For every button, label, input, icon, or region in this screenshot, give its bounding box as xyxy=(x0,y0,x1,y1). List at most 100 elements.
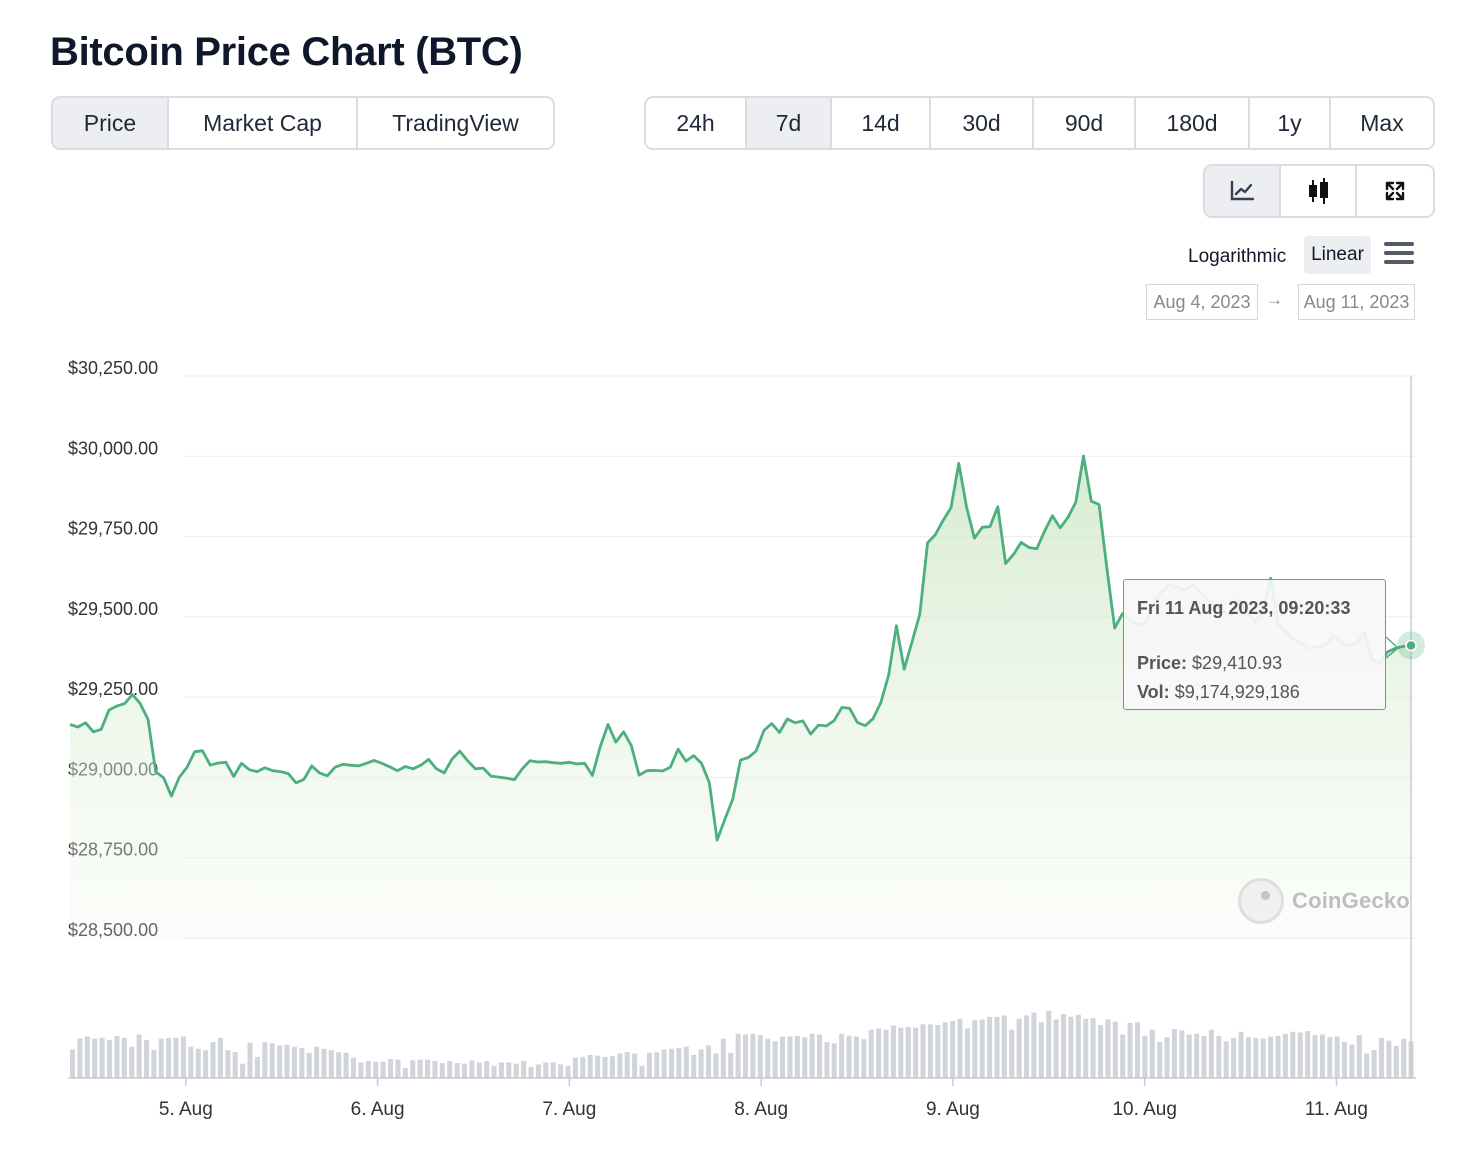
volume-bar xyxy=(410,1060,416,1078)
volume-bar xyxy=(950,1020,956,1078)
volume-bar xyxy=(1083,1018,1089,1078)
volume-bar xyxy=(987,1016,993,1078)
date-to-input[interactable]: Aug 11, 2023 xyxy=(1298,284,1415,320)
volume-bar xyxy=(846,1035,852,1078)
volume-bar xyxy=(513,1063,519,1078)
tooltip-pointer xyxy=(1385,636,1400,659)
fullscreen-button[interactable] xyxy=(1357,166,1433,216)
y-tick-label: $29,250.00 xyxy=(68,679,158,699)
volume-bar xyxy=(99,1037,105,1078)
volume-bar xyxy=(617,1053,623,1078)
candlestick-icon xyxy=(1309,178,1329,204)
volume-bar xyxy=(1142,1035,1148,1078)
range-14d[interactable]: 14d xyxy=(832,98,931,148)
volume-bar xyxy=(343,1052,349,1078)
volume-bar xyxy=(802,1037,808,1078)
hover-point xyxy=(1405,639,1417,652)
volume-bar xyxy=(114,1035,120,1078)
tab-market-cap[interactable]: Market Cap xyxy=(169,98,358,148)
volume-bar xyxy=(77,1038,83,1078)
linear-toggle[interactable]: Linear xyxy=(1304,236,1371,274)
range-30d[interactable]: 30d xyxy=(931,98,1034,148)
volume-bar xyxy=(395,1059,401,1078)
volume-bar xyxy=(1238,1031,1244,1078)
volume-bar xyxy=(1364,1053,1370,1078)
tab-price[interactable]: Price xyxy=(53,98,169,148)
volume-bar xyxy=(720,1038,726,1078)
volume-bar xyxy=(1016,1018,1022,1078)
volume-bar xyxy=(373,1061,379,1078)
tooltip-vol-row: Vol: $9,174,929,186 xyxy=(1137,682,1385,703)
page-title: Bitcoin Price Chart (BTC) xyxy=(50,30,523,74)
volume-bar xyxy=(1157,1042,1163,1078)
volume-bar xyxy=(979,1019,985,1078)
volume-bar xyxy=(417,1059,423,1078)
range-1y[interactable]: 1y xyxy=(1250,98,1331,148)
tooltip-price-row: Price: $29,410.93 xyxy=(1137,653,1385,674)
price-tooltip: Fri 11 Aug 2023, 09:20:33 Price: $29,410… xyxy=(1123,579,1386,710)
tab-tradingview[interactable]: TradingView xyxy=(392,109,519,136)
volume-bar xyxy=(624,1052,630,1078)
volume-bar xyxy=(528,1067,534,1078)
volume-bar xyxy=(498,1062,504,1078)
volume-bar xyxy=(439,1063,445,1078)
volume-bar xyxy=(565,1065,571,1078)
volume-bar xyxy=(964,1028,970,1078)
volume-bar xyxy=(876,1028,882,1078)
y-tick-label: $29,750.00 xyxy=(68,519,158,539)
volume-bar xyxy=(639,1065,645,1078)
volume-bar xyxy=(1245,1037,1251,1078)
volume-bar xyxy=(661,1049,667,1078)
range-180d[interactable]: 180d xyxy=(1136,98,1250,148)
coingecko-watermark: CoinGecko xyxy=(1238,878,1410,924)
volume-bar xyxy=(735,1033,741,1078)
volume-bar xyxy=(587,1054,593,1078)
volume-bar xyxy=(743,1034,749,1078)
range-90d[interactable]: 90d xyxy=(1034,98,1136,148)
volume-bar xyxy=(1201,1035,1207,1078)
volume-bar xyxy=(358,1062,364,1078)
volume-bar xyxy=(269,1043,275,1078)
x-axis: 5. Aug 6. Aug 7. Aug 8. Aug 9. Aug 10. Aug 11.… xyxy=(68,376,1416,1120)
volume-bar xyxy=(780,1036,786,1078)
volume-bar xyxy=(432,1061,438,1078)
volume-bar xyxy=(225,1050,231,1078)
x-tick-label: 9. Aug xyxy=(926,1099,980,1120)
logarithmic-toggle[interactable]: Logarithmic xyxy=(1188,246,1287,267)
volume-bar xyxy=(284,1044,290,1078)
volume-bar xyxy=(1075,1014,1081,1078)
volume-bar xyxy=(580,1056,586,1078)
hamburger-menu-icon[interactable] xyxy=(1384,242,1414,266)
volume-bar xyxy=(698,1049,704,1078)
volume-bar xyxy=(994,1016,1000,1078)
volume-bar xyxy=(1098,1025,1104,1078)
volume-bar xyxy=(1386,1040,1392,1078)
range-max[interactable]: Max xyxy=(1360,109,1404,136)
volume-bar xyxy=(543,1062,549,1078)
volume-bar xyxy=(905,1027,911,1078)
tooltip-vol-label: Vol: xyxy=(1137,682,1170,702)
volume-bar xyxy=(306,1052,312,1078)
x-tick-label: 7. Aug xyxy=(542,1099,596,1120)
volume-bar xyxy=(957,1018,963,1078)
volume-bar xyxy=(144,1039,150,1078)
volume-bar xyxy=(765,1038,771,1078)
range-24h[interactable]: 24h xyxy=(646,98,747,148)
date-from-input[interactable]: Aug 4, 2023 xyxy=(1146,284,1258,320)
volume-bar xyxy=(107,1039,113,1078)
candlestick-view-button[interactable] xyxy=(1281,166,1358,216)
volume-bar xyxy=(247,1042,253,1078)
x-tick-label: 8. Aug xyxy=(734,1099,788,1120)
volume-bar xyxy=(454,1063,460,1078)
coingecko-logo-icon xyxy=(1238,878,1284,924)
range-7d[interactable]: 7d xyxy=(747,98,832,148)
volume-bar xyxy=(1319,1034,1325,1078)
volume-bar xyxy=(92,1038,98,1078)
line-view-button[interactable] xyxy=(1205,166,1282,216)
volume-bar xyxy=(883,1029,889,1078)
volume-bar xyxy=(1208,1029,1214,1078)
volume-bar xyxy=(691,1054,697,1078)
volume-bar xyxy=(898,1027,904,1078)
x-tick-label: 6. Aug xyxy=(351,1099,405,1120)
